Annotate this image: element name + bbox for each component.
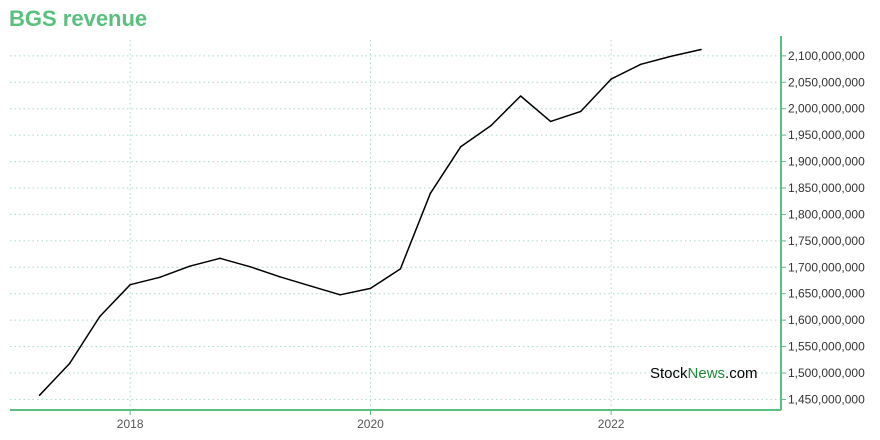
data-point bbox=[519, 95, 522, 97]
y-tick-label: 1,450,000,000 bbox=[788, 392, 865, 406]
y-tick-label: 1,700,000,000 bbox=[788, 260, 865, 274]
y-tick-label: 1,800,000,000 bbox=[788, 207, 865, 221]
data-point bbox=[669, 55, 672, 58]
data-point bbox=[309, 284, 311, 287]
data-point bbox=[158, 276, 161, 279]
watermark-dotcom: .com bbox=[725, 365, 758, 382]
y-tick-label: 1,750,000,000 bbox=[788, 234, 865, 248]
data-point bbox=[610, 78, 612, 80]
y-tick-label: 1,500,000,000 bbox=[788, 366, 865, 380]
x-tick-label: 2022 bbox=[598, 417, 625, 431]
x-tick-label: 2020 bbox=[357, 417, 384, 431]
data-point bbox=[219, 257, 221, 260]
data-point bbox=[68, 362, 71, 365]
x-tick-label: 2018 bbox=[117, 417, 144, 431]
y-tick-label: 1,550,000,000 bbox=[788, 340, 865, 354]
data-point bbox=[639, 63, 642, 66]
watermark-stock: Stock bbox=[650, 365, 688, 382]
watermark-news: News bbox=[687, 365, 726, 382]
data-point bbox=[99, 315, 101, 318]
data-point bbox=[399, 268, 402, 270]
y-tick-label: 1,850,000,000 bbox=[788, 181, 865, 195]
revenue-line bbox=[39, 48, 702, 396]
data-point bbox=[549, 120, 552, 123]
data-point bbox=[369, 287, 372, 290]
y-tick-label: 1,600,000,000 bbox=[788, 313, 865, 327]
y-tick-label: 1,950,000,000 bbox=[788, 128, 865, 142]
watermark: StockNews.com bbox=[650, 365, 758, 382]
y-tick-label: 2,050,000,000 bbox=[788, 75, 865, 89]
data-point bbox=[279, 276, 281, 278]
data-point bbox=[188, 265, 191, 268]
y-tick-label: 1,650,000,000 bbox=[788, 287, 865, 301]
data-point bbox=[249, 265, 252, 268]
data-point bbox=[38, 394, 41, 397]
chart-title: BGS revenue bbox=[9, 6, 148, 31]
data-point bbox=[339, 293, 341, 296]
y-tick-label: 1,900,000,000 bbox=[788, 155, 865, 169]
data-point bbox=[700, 48, 702, 51]
data-point bbox=[129, 283, 131, 286]
data-point bbox=[429, 192, 432, 195]
data-point bbox=[490, 124, 492, 127]
y-tick-label: 2,000,000,000 bbox=[788, 102, 865, 116]
y-tick-label: 2,100,000,000 bbox=[788, 49, 865, 63]
data-point bbox=[580, 110, 582, 113]
data-point bbox=[459, 145, 462, 148]
